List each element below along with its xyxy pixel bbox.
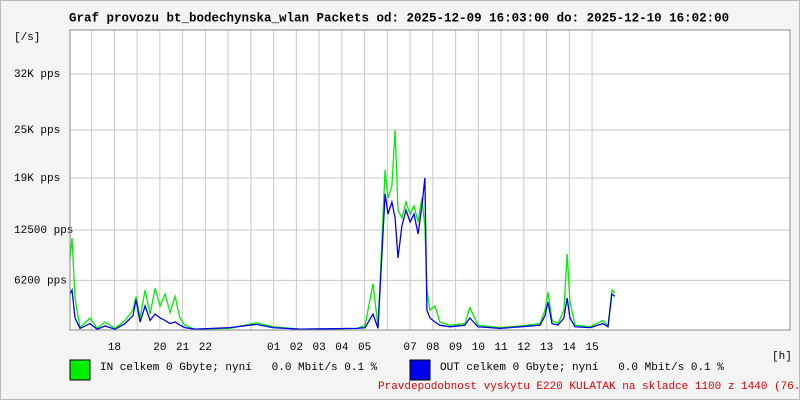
x-tick-label: 20 (153, 342, 166, 354)
x-tick-label: 01 (267, 342, 281, 354)
y-tick-label: 19K pps (14, 173, 60, 185)
legend-label: IN celkem 0 Gbyte; nyní 0.0 Mbit/s 0.1 % (100, 362, 378, 374)
series-line (69, 177, 616, 330)
y-tick-label: 25K pps (14, 125, 60, 137)
y-tick-label: 12500 pps (14, 225, 73, 237)
y-tick-label: 32K pps (14, 69, 60, 81)
x-tick-label: 21 (176, 342, 190, 354)
x-tick-label: 04 (335, 342, 349, 354)
x-tick-label: 08 (426, 342, 439, 354)
x-tick-label: 22 (199, 342, 212, 354)
x-tick-label: 03 (312, 342, 325, 354)
x-tick-label: 18 (108, 342, 121, 354)
plot-area (70, 30, 790, 330)
plot-border (69, 29, 791, 331)
legend-swatch (69, 359, 91, 381)
note: Pravdepodobnost vyskytu E220 KULATAK na … (378, 381, 800, 393)
series-line (69, 129, 616, 330)
x-tick-label: 14 (563, 342, 577, 354)
legend-label: OUT celkem 0 Gbyte; nyní 0.0 Mbit/s 0.1 … (440, 362, 724, 374)
x-tick-label: 07 (403, 342, 416, 354)
chart-title: Graf provozu bt_bodechynska_wlan Packets… (69, 11, 729, 25)
x-axis-label: [h] (772, 351, 792, 363)
x-tick-label: 11 (494, 342, 508, 354)
x-tick-label: 13 (540, 342, 553, 354)
x-tick-label: 09 (449, 342, 462, 354)
x-tick-label: 15 (585, 342, 598, 354)
x-tick-label: 02 (290, 342, 303, 354)
legend-swatch (409, 359, 431, 381)
y-axis-label: [/s] (14, 32, 40, 44)
y-tick-label: 6200 pps (14, 275, 67, 287)
x-tick-label: 12 (517, 342, 530, 354)
x-tick-label: 10 (472, 342, 485, 354)
x-tick-label: 05 (358, 342, 371, 354)
